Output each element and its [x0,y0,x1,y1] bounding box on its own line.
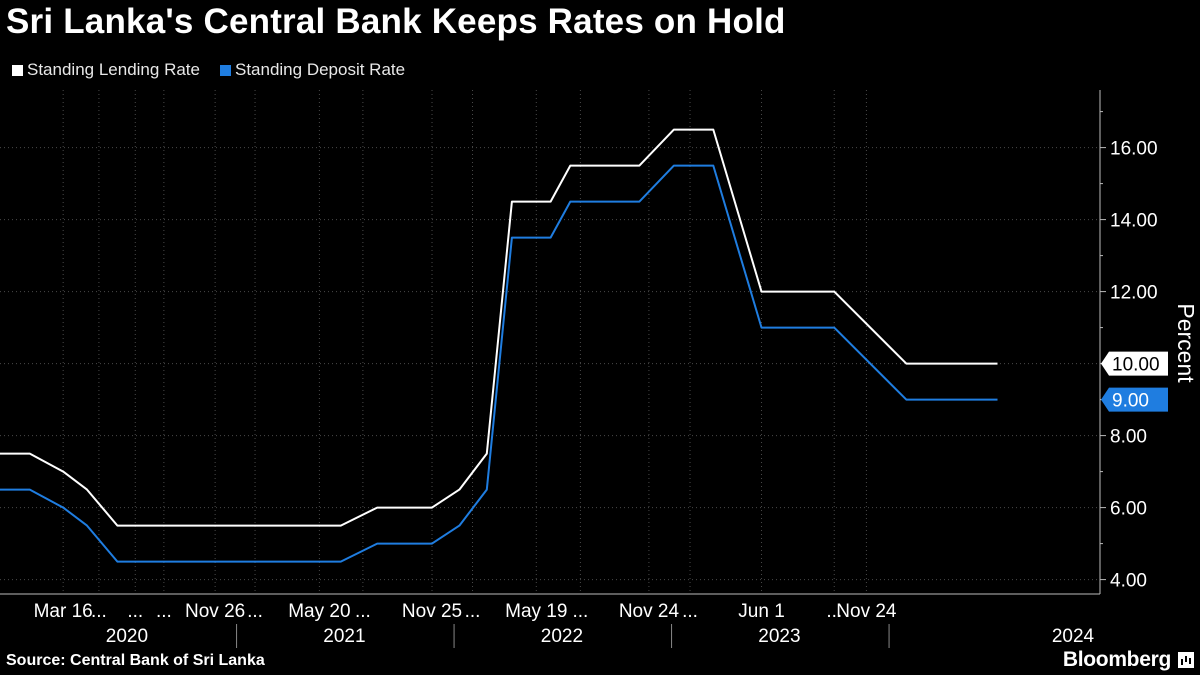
series-line-lending [0,128,998,527]
brand-name: Bloomberg [1062,648,1171,671]
x-tick-label-16: Nov 24 [836,601,897,622]
x-year-label-3: 2023 [758,626,800,647]
x-year-label-1: 2021 [323,626,365,647]
legend-label-lending: Standing Lending Rate [27,60,200,79]
legend: Standing Lending Rate Standing Deposit R… [12,60,425,80]
x-tick-label-10: May 19 [505,601,567,622]
bloomberg-terminal-icon [1178,652,1194,668]
last-value-label: 10.00 [1112,355,1160,376]
x-tick-label-15: ... [826,601,842,622]
y-axis-label: Percent [1173,303,1199,383]
last-value-tag-lending: 10.00 [1101,351,1168,376]
x-year-label-2: 2022 [541,626,583,647]
last-value-label: 9.00 [1112,391,1149,412]
legend-label-deposit: Standing Deposit Rate [234,60,406,79]
legend-item-deposit: Standing Deposit Rate [219,60,406,80]
x-tick-label-12: Nov 24 [619,601,680,622]
y-tick-label-6: 16.00 [1110,139,1158,160]
x-tick-label-4: Nov 26 [185,601,245,622]
bloomberg-logo: Bloomberg [1063,648,1194,672]
last-value-tag-bg [1101,351,1168,376]
x-tick-label-9: ... [465,601,481,622]
x-tick-label-2: ... [127,601,143,622]
series-line-deposit [0,164,998,563]
y-tick-label-4: 12.00 [1110,283,1158,304]
lending-swatch [12,64,23,76]
x-year-label-4: 2024 [1052,626,1095,647]
y-tick-label-5: 14.00 [1110,211,1158,232]
legend-item-lending: Standing Lending Rate [12,60,200,80]
x-tick-label-3: ... [156,601,172,622]
x-tick-label-13: ... [682,601,698,622]
y-tick-label-1: 6.00 [1110,499,1147,520]
source-note: Source: Central Bank of Sri Lanka [6,652,265,669]
x-year-label-0: 2020 [106,626,148,647]
x-tick-label-6: May 20 [288,601,350,622]
x-tick-label-11: ... [572,601,588,622]
last-value-tag-deposit: 9.00 [1101,387,1168,412]
x-tick-label-8: Nov 25 [402,601,462,622]
x-tick-label-5: ... [247,601,263,622]
y-tick-label-0: 4.00 [1110,571,1147,592]
deposit-swatch [219,64,231,76]
x-tick-label-0: Mar 16 [34,601,93,622]
chart-title: Sri Lanka's Central Bank Keeps Rates on … [6,2,786,41]
x-tick-label-1: ... [91,601,107,622]
last-value-tag-bg [1101,387,1168,412]
y-tick-label-2: 8.00 [1110,427,1147,448]
x-tick-label-14: Jun 1 [738,601,784,622]
x-tick-label-7: ... [355,601,371,622]
